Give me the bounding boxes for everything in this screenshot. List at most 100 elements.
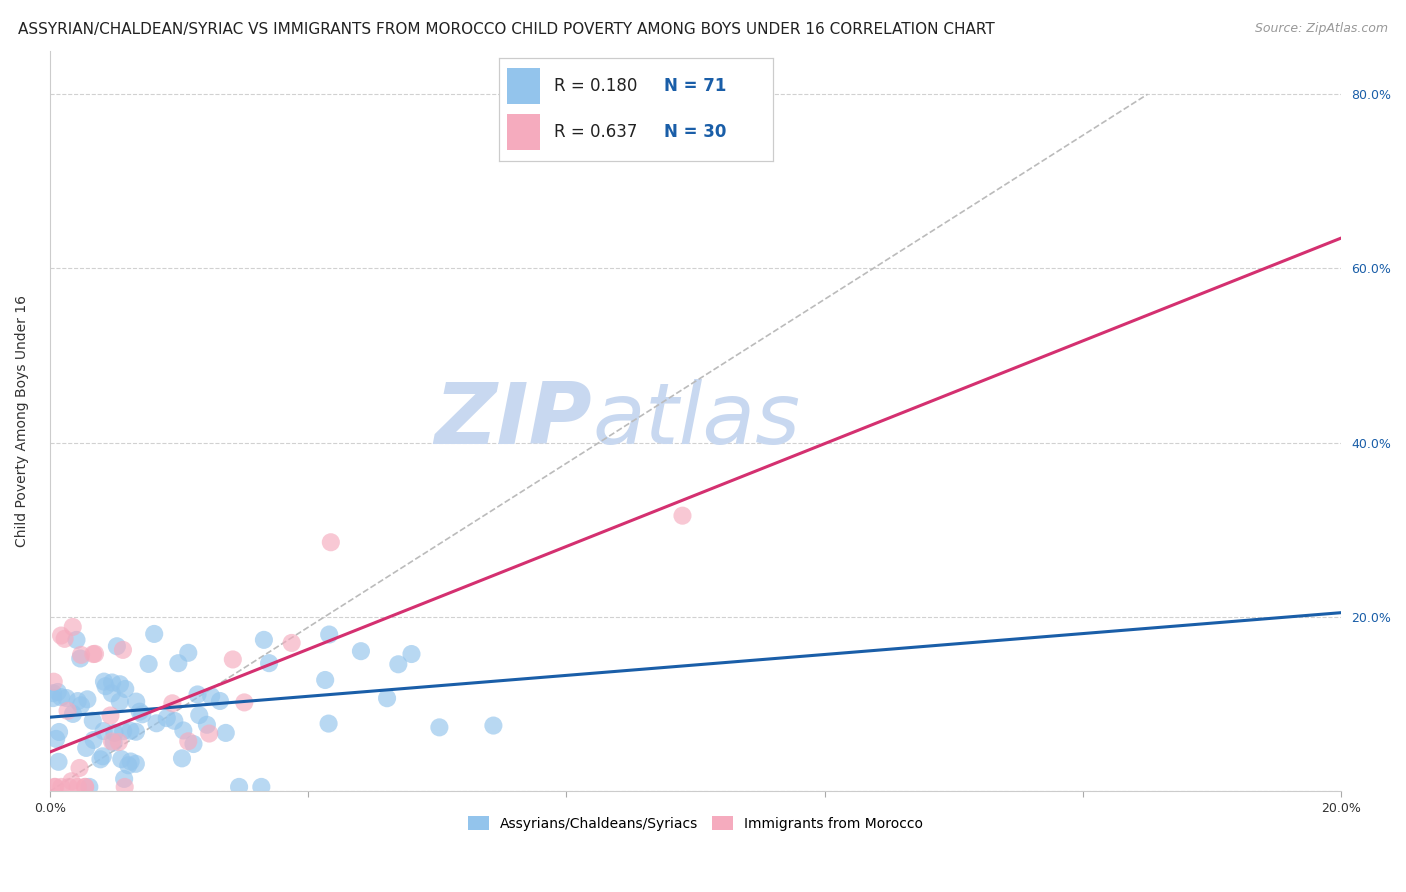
Point [208, 694, 231, 708]
Point [101, 734, 124, 748]
Point [143, 627, 166, 641]
Point [131, 707, 153, 722]
Point [167, 656, 190, 670]
Point [62, 706, 84, 721]
Point [103, 735, 125, 749]
Legend: Assyrians/Chaldeans/Syriacs, Immigrants from Morocco: Assyrians/Chaldeans/Syriacs, Immigrants … [463, 810, 928, 836]
Point [177, 734, 200, 748]
Point [44, 780, 66, 794]
FancyBboxPatch shape [508, 69, 540, 104]
Point [170, 751, 193, 765]
Point [250, 780, 273, 794]
Point [70, 698, 93, 713]
Point [53, 632, 76, 646]
Point [46, 685, 69, 699]
Point [482, 718, 505, 732]
Point [117, 758, 139, 772]
Point [60, 774, 83, 789]
Point [70, 648, 93, 662]
FancyBboxPatch shape [508, 114, 540, 150]
Point [55, 691, 77, 706]
Point [89, 752, 111, 766]
Point [128, 705, 150, 719]
Point [48, 755, 70, 769]
Point [100, 686, 122, 700]
Point [83, 733, 105, 747]
Point [73, 780, 96, 794]
Point [163, 714, 186, 728]
Point [84, 647, 107, 661]
Point [42, 686, 65, 700]
Point [125, 695, 148, 709]
Point [94, 679, 117, 693]
Point [222, 652, 245, 666]
Point [76, 692, 98, 706]
Point [671, 508, 693, 523]
Point [79, 780, 101, 794]
Y-axis label: Child Poverty Among Boys Under 16: Child Poverty Among Boys Under 16 [15, 295, 30, 547]
Point [66, 780, 89, 794]
Text: R = 0.180: R = 0.180 [554, 77, 637, 95]
Point [125, 756, 148, 771]
Point [75, 740, 97, 755]
Point [314, 673, 336, 687]
Point [215, 726, 238, 740]
Point [350, 644, 373, 658]
Point [156, 711, 179, 725]
Point [110, 752, 132, 766]
Text: Source: ZipAtlas.com: Source: ZipAtlas.com [1254, 22, 1388, 36]
Point [58, 780, 80, 794]
Point [82, 647, 104, 661]
Point [93, 724, 115, 739]
Text: ASSYRIAN/CHALDEAN/SYRIAC VS IMMIGRANTS FROM MOROCCO CHILD POVERTY AMONG BOYS UND: ASSYRIAN/CHALDEAN/SYRIAC VS IMMIGRANTS F… [18, 22, 995, 37]
Point [45, 731, 67, 746]
Point [103, 726, 125, 740]
Point [162, 696, 184, 710]
Point [91, 749, 114, 764]
Point [387, 657, 409, 672]
Point [198, 726, 221, 740]
Point [108, 695, 131, 709]
Point [318, 627, 340, 641]
Point [172, 723, 194, 738]
Point [318, 716, 340, 731]
Point [429, 720, 451, 734]
Point [200, 690, 222, 704]
Point [56, 704, 79, 718]
Point [183, 737, 205, 751]
Point [108, 677, 131, 691]
Point [195, 718, 218, 732]
Point [186, 688, 208, 702]
Point [75, 780, 97, 794]
Point [138, 657, 160, 671]
Point [100, 708, 122, 723]
Point [42, 674, 65, 689]
Point [188, 708, 211, 723]
Point [112, 772, 135, 786]
Point [49, 629, 72, 643]
Text: ZIP: ZIP [434, 379, 592, 462]
Point [120, 723, 142, 738]
Point [120, 755, 142, 769]
Point [66, 694, 89, 708]
Point [105, 639, 128, 653]
Point [145, 716, 167, 731]
Point [49, 690, 72, 705]
Point [257, 656, 280, 670]
Point [375, 691, 398, 706]
Point [114, 780, 136, 794]
Point [114, 681, 136, 696]
Point [111, 643, 134, 657]
Point [82, 714, 104, 728]
Text: N = 30: N = 30 [664, 123, 725, 141]
Point [280, 636, 302, 650]
Point [177, 646, 200, 660]
Point [44, 780, 66, 794]
Point [233, 695, 256, 709]
Point [112, 724, 135, 739]
Point [108, 735, 131, 749]
Point [69, 651, 91, 665]
Point [65, 632, 87, 647]
Point [101, 675, 124, 690]
Point [42, 691, 65, 706]
